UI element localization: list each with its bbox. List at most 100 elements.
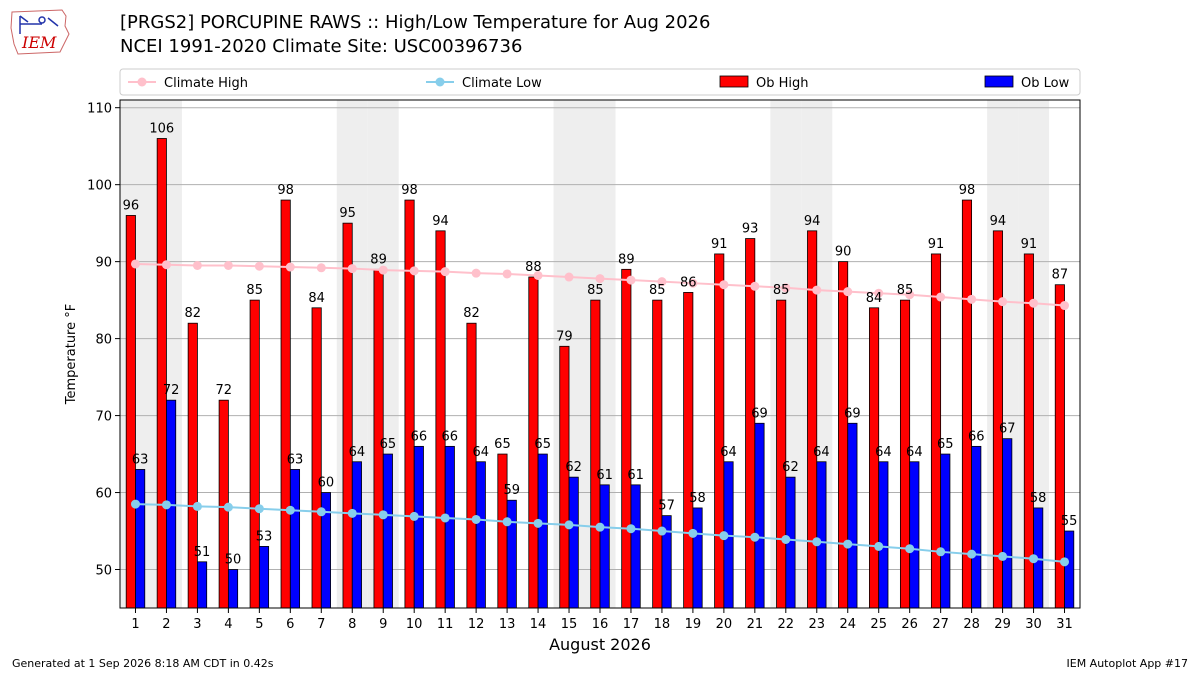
climate-low-point <box>347 508 357 518</box>
x-tick-label: 6 <box>286 617 294 632</box>
ob-low-label: 65 <box>380 437 397 452</box>
climate-low-point <box>1029 554 1039 564</box>
y-tick-label: 90 <box>95 256 112 271</box>
ob-high-bar <box>528 276 539 609</box>
climate-low-point <box>812 537 822 547</box>
ob-high-bar <box>559 345 570 609</box>
ob-low-bar <box>785 476 796 609</box>
x-axis-label: August 2026 <box>549 635 651 654</box>
ob-high-label: 88 <box>525 260 542 275</box>
ob-high-label: 86 <box>680 275 697 290</box>
legend-box <box>119 68 1081 96</box>
weekend-band-day-23 <box>801 100 833 608</box>
ob-high-label: 95 <box>339 206 356 221</box>
ob-low-label: 64 <box>875 445 892 460</box>
ob-low-label: 72 <box>163 383 180 398</box>
climate-low-point <box>161 500 171 510</box>
ob-low-bar <box>444 445 455 609</box>
ob-low-bar <box>506 499 517 609</box>
ob-low-bar <box>258 546 270 609</box>
ob-low-label: 65 <box>534 437 551 452</box>
ob-low-bar <box>475 461 486 609</box>
ob-high-label: 89 <box>370 252 387 267</box>
ob-high-label: 87 <box>1052 268 1069 283</box>
climate-low-point <box>533 518 543 528</box>
ob-high-bar <box>311 307 322 609</box>
x-tick-label: 28 <box>963 617 980 632</box>
ob-low-label: 61 <box>627 468 644 483</box>
x-tick-label: 10 <box>406 617 423 632</box>
ob-low-bar <box>816 461 827 609</box>
ob-low-bar <box>909 461 920 609</box>
ob-low-label: 64 <box>349 445 366 460</box>
ob-high-bar <box>218 399 229 609</box>
ob-high-label: 79 <box>556 329 573 344</box>
ob-high-label: 94 <box>432 214 449 229</box>
ob-high-label: 91 <box>1021 237 1038 252</box>
ob-high-label: 85 <box>773 283 790 298</box>
app-label: IEM Autoplot App #17 <box>1066 657 1189 670</box>
climate-high-point <box>161 260 171 270</box>
ob-low-label: 66 <box>411 429 428 444</box>
ob-high-label: 90 <box>835 245 852 260</box>
weekend-band-day-16 <box>584 100 616 608</box>
x-tick-label: 18 <box>654 617 671 632</box>
climate-high-point <box>719 280 729 290</box>
climate-high-point <box>595 274 605 284</box>
weekend-band-day-8 <box>336 100 368 608</box>
ob-low-label: 63 <box>287 452 304 467</box>
climate-low-point <box>874 541 884 551</box>
climate-low-point <box>378 510 388 520</box>
x-tick-label: 8 <box>348 617 356 632</box>
ob-low-label: 62 <box>565 460 582 475</box>
logo-text: IEM <box>21 33 57 52</box>
ob-low-label: 53 <box>256 529 273 544</box>
weekend-band-day-22 <box>770 100 802 608</box>
ob-high-bar <box>590 299 601 609</box>
climate-low-point <box>750 532 760 542</box>
ob-high-bar <box>745 238 756 609</box>
ob-high-label: 72 <box>215 383 232 398</box>
climate-low-point <box>781 534 791 544</box>
ob-low-bar <box>351 461 362 609</box>
climate-low-point <box>316 507 326 517</box>
ob-high-label: 98 <box>277 183 294 198</box>
climate-low-point <box>998 551 1008 561</box>
iem-logo: IEM <box>10 9 70 55</box>
climate-low-point <box>285 505 295 515</box>
ob-low-bar <box>227 569 239 609</box>
ob-high-label: 84 <box>308 291 325 306</box>
ob-low-bar <box>382 453 393 609</box>
x-tick-label: 19 <box>685 617 702 632</box>
climate-high-point <box>223 260 233 270</box>
climate-low-point <box>967 549 977 559</box>
ob-high-bar <box>714 253 725 609</box>
ob-high-bar <box>435 230 446 609</box>
ob-low-bar <box>413 445 424 609</box>
ob-high-label: 84 <box>866 291 883 306</box>
climate-low-point <box>657 526 667 536</box>
ob-high-label: 94 <box>804 214 821 229</box>
bar-value-labels: 96 63 106 72 82 51 72 50 85 53 98 63 84 60 95 64 89 65 98 6… <box>123 121 1078 567</box>
ob-low-label: 58 <box>689 491 706 506</box>
y-axis: 50 60 70 80 90 100 110 <box>87 102 120 579</box>
x-tick-label: 7 <box>317 617 325 632</box>
climate-high-point <box>1060 301 1070 311</box>
ob-high-bar <box>280 199 291 609</box>
y-tick-label: 60 <box>95 487 112 502</box>
climate-low-point <box>409 511 419 521</box>
x-tick-label: 13 <box>499 617 516 632</box>
ob-high-bar <box>404 199 415 609</box>
ob-low-label: 69 <box>844 406 861 421</box>
climate-high-point <box>130 259 140 269</box>
climate-high-point <box>409 266 419 276</box>
x-tick-label: 22 <box>778 617 795 632</box>
ob-low-bar <box>1033 507 1044 609</box>
y-tick-label: 110 <box>87 102 112 117</box>
ob-low-bar <box>940 453 951 609</box>
weekend-bands <box>120 100 1050 608</box>
ob-low-label: 50 <box>225 553 242 568</box>
ob-low-bar <box>878 461 889 609</box>
legend-label-climate-high: Climate High <box>164 76 248 91</box>
x-tick-label: 14 <box>530 617 547 632</box>
